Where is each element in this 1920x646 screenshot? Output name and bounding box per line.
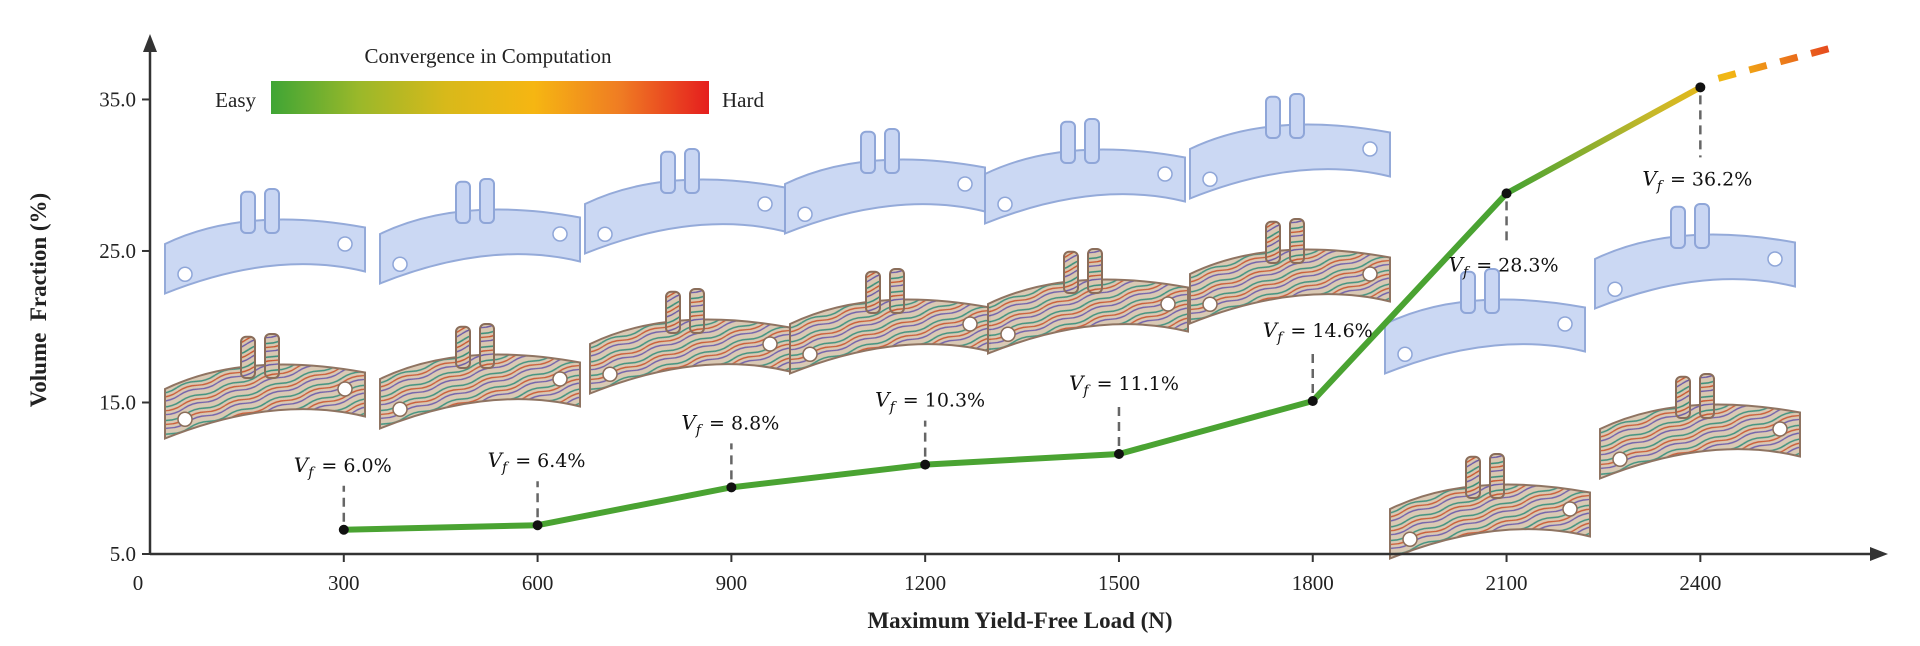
bracket-render-toolpath bbox=[987, 248, 1189, 355]
x-ticks: 300 600 900 1200 1500 1800 2100 2400 bbox=[328, 554, 1721, 595]
annotation-label: Vf = 8.8% bbox=[681, 410, 779, 438]
bracket-render-toolpath bbox=[164, 333, 366, 440]
x-tick-label: 300 bbox=[328, 571, 360, 595]
y-tick-label: 25.0 bbox=[99, 239, 136, 263]
x-tick-label: 1800 bbox=[1292, 571, 1334, 595]
origin-label: 0 bbox=[133, 571, 144, 595]
bracket-render-toolpath bbox=[789, 268, 991, 375]
colorbar-bar bbox=[271, 81, 709, 114]
annotation-label: Vf = 36.2% bbox=[1642, 166, 1752, 194]
bracket-render-mesh bbox=[1384, 268, 1586, 375]
data-point bbox=[1695, 82, 1706, 93]
data-point bbox=[1113, 449, 1124, 460]
annotation-label: Vf = 11.1% bbox=[1069, 371, 1179, 399]
bracket-renders bbox=[164, 93, 1801, 560]
x-tick-label: 1200 bbox=[904, 571, 946, 595]
colorbar-easy-label: Easy bbox=[215, 88, 256, 112]
data-points bbox=[338, 82, 1706, 535]
x-axis-title: Maximum Yield-Free Load (N) bbox=[867, 608, 1172, 633]
bracket-render-mesh bbox=[984, 118, 1186, 225]
annotation-label: Vf = 6.4% bbox=[488, 448, 586, 476]
data-point bbox=[920, 459, 931, 470]
x-axis bbox=[150, 547, 1888, 561]
y-axis bbox=[143, 34, 157, 554]
x-tick-label: 900 bbox=[716, 571, 748, 595]
x-tick-label: 2100 bbox=[1486, 571, 1528, 595]
data-point bbox=[1501, 188, 1512, 199]
colorbar-hard-label: Hard bbox=[722, 88, 764, 112]
x-tick-label: 2400 bbox=[1679, 571, 1721, 595]
y-tick-label: 35.0 bbox=[99, 87, 136, 111]
annotation-label: Vf = 28.3% bbox=[1449, 252, 1559, 280]
series-trend-dashes bbox=[1717, 43, 1836, 82]
annotations: Vf = 6.0% Vf = 6.4% Vf = 8.8% Vf = 10.3% Vf = 11.… bbox=[294, 95, 1752, 522]
data-point bbox=[532, 520, 543, 531]
annotation-label: Vf = 14.6% bbox=[1263, 318, 1373, 346]
bracket-render-mesh bbox=[164, 188, 366, 295]
x-tick-label: 1500 bbox=[1098, 571, 1140, 595]
colorbar: Convergence in Computation Easy Hard bbox=[215, 44, 764, 114]
x-tick-label: 600 bbox=[522, 571, 554, 595]
bracket-render-mesh bbox=[1594, 203, 1796, 310]
y-tick-label: 5.0 bbox=[110, 542, 136, 566]
annotation-label: Vf = 10.3% bbox=[875, 388, 985, 416]
bracket-render-mesh bbox=[1189, 93, 1391, 200]
data-point bbox=[338, 524, 349, 535]
bracket-render-toolpath bbox=[589, 288, 791, 395]
bracket-render-mesh bbox=[784, 128, 986, 235]
data-point bbox=[1307, 395, 1318, 406]
bracket-render-toolpath bbox=[379, 323, 581, 430]
annotation-label: Vf = 6.0% bbox=[294, 453, 392, 481]
y-axis-title: Volume Fraction (%) bbox=[26, 193, 51, 407]
bracket-render-mesh bbox=[379, 178, 581, 285]
y-ticks: 5.0 15.0 25.0 35.0 bbox=[99, 87, 150, 566]
data-point bbox=[726, 482, 737, 493]
y-tick-label: 15.0 bbox=[99, 390, 136, 414]
bracket-render-toolpath bbox=[1189, 218, 1391, 325]
colorbar-title: Convergence in Computation bbox=[365, 44, 612, 68]
bracket-render-toolpath bbox=[1389, 453, 1591, 560]
series-line-transition bbox=[1505, 84, 1702, 197]
bracket-render-mesh bbox=[584, 148, 786, 255]
bracket-render-toolpath bbox=[1599, 373, 1801, 480]
